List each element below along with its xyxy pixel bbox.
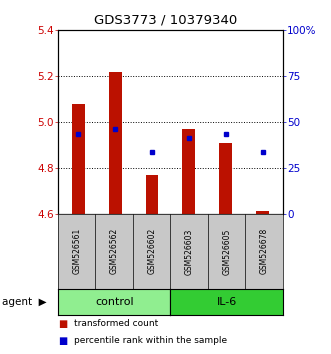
Text: agent  ▶: agent ▶	[2, 297, 46, 307]
Text: GDS3773 / 10379340: GDS3773 / 10379340	[94, 13, 237, 26]
Text: GSM526603: GSM526603	[185, 228, 194, 275]
Text: GSM526561: GSM526561	[72, 228, 81, 274]
Text: control: control	[95, 297, 133, 307]
Text: GSM526602: GSM526602	[147, 228, 156, 274]
Text: GSM526562: GSM526562	[110, 228, 119, 274]
Text: GSM526605: GSM526605	[222, 228, 231, 275]
Bar	[72, 104, 85, 214]
Text: GSM526678: GSM526678	[260, 228, 269, 274]
Text: ■: ■	[58, 336, 67, 346]
Bar	[146, 175, 159, 214]
Bar	[109, 72, 121, 214]
Bar	[256, 211, 269, 214]
Bar	[182, 129, 195, 214]
Bar	[219, 143, 232, 214]
Text: percentile rank within the sample: percentile rank within the sample	[74, 336, 228, 345]
Text: IL-6: IL-6	[216, 297, 237, 307]
Text: ■: ■	[58, 319, 67, 329]
Text: transformed count: transformed count	[74, 319, 159, 327]
